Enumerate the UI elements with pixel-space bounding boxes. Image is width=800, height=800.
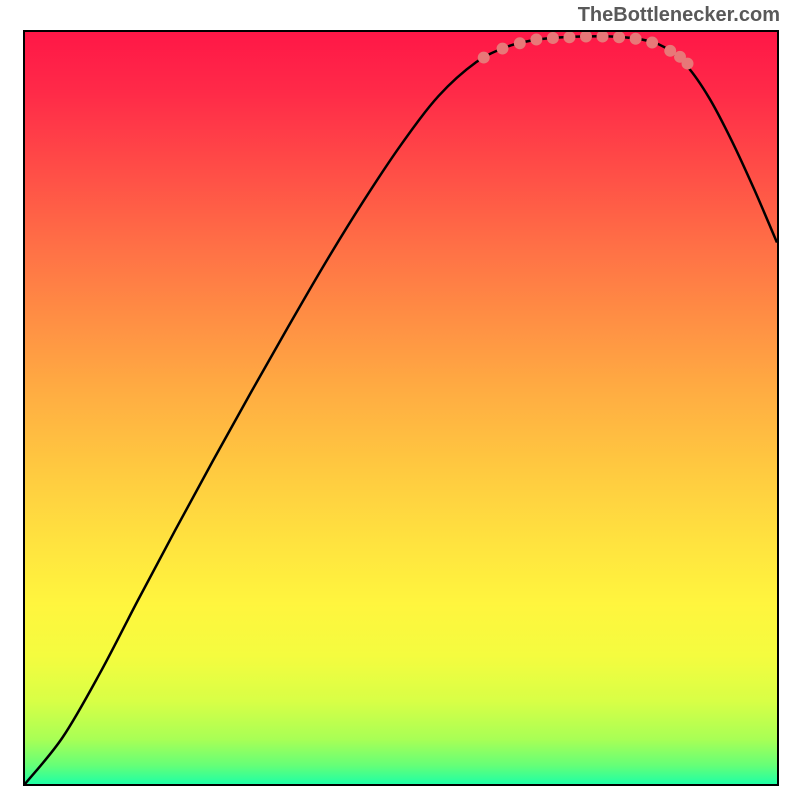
curve-marker	[597, 32, 609, 42]
curve-marker	[613, 32, 625, 43]
curve-marker	[580, 32, 592, 42]
curve-marker	[478, 52, 490, 64]
curve-marker	[630, 33, 642, 45]
curve-marker	[682, 58, 694, 70]
marker-group	[478, 32, 694, 70]
curve-marker	[646, 37, 658, 49]
curve-marker	[497, 43, 509, 55]
watermark-text: TheBottlenecker.com	[578, 4, 780, 27]
plot-area	[23, 30, 779, 786]
curve-marker	[563, 32, 575, 43]
curve-layer	[25, 32, 777, 784]
curve-marker	[547, 32, 559, 44]
curve-marker	[514, 37, 526, 49]
bottleneck-curve	[25, 36, 777, 784]
chart-container: TheBottlenecker.com	[0, 0, 800, 800]
curve-marker	[530, 34, 542, 46]
